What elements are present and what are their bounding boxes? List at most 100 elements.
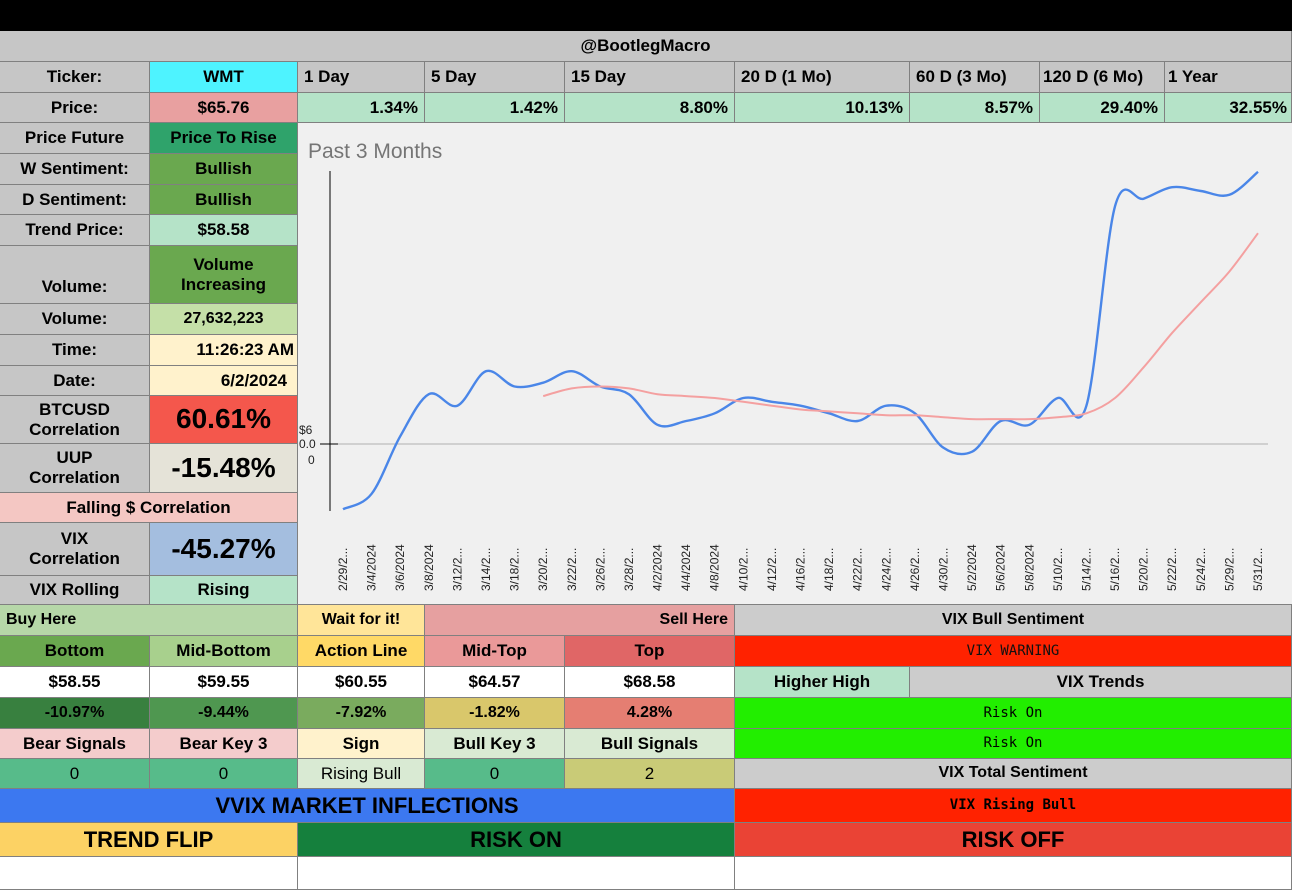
period-5-day: 5 Day <box>425 62 565 93</box>
time-value: 11:26:23 AM <box>150 335 298 366</box>
chart-title: Past 3 Months <box>308 140 442 163</box>
level-price-action-line: $60.55 <box>298 667 425 698</box>
vix-rolling-label: VIX Rolling <box>0 576 150 605</box>
x-tick-label: 4/18/2... <box>822 548 836 591</box>
vix-warning: VIX WARNING <box>735 636 1292 667</box>
x-tick-label: 3/18/2... <box>508 548 522 591</box>
btc-corr-value: 60.61% <box>150 396 298 444</box>
vix-corr-label: VIX Correlation <box>0 523 150 576</box>
risk-off-banner: RISK OFF <box>735 823 1292 857</box>
x-tick-label: 3/14/2... <box>479 548 493 591</box>
header-handle: @BootlegMacro <box>0 31 1292 62</box>
trend-flip: TREND FLIP <box>0 823 298 857</box>
y-tick-label-1: $6 <box>299 423 313 437</box>
date-label: Date: <box>0 366 150 396</box>
signal-value-sign: Rising Bull <box>298 759 425 789</box>
level-price-top: $68.58 <box>565 667 735 698</box>
x-tick-label: 3/6/2024 <box>393 544 407 591</box>
signal-header-bull-key-3: Bull Key 3 <box>425 729 565 759</box>
period-1-year: 1 Year <box>1165 62 1292 93</box>
risk-on-2: Risk On <box>735 729 1292 759</box>
period-15-day: 15 Day <box>565 62 735 93</box>
price-future-label: Price Future <box>0 123 150 154</box>
x-tick-label: 4/4/2024 <box>679 544 693 591</box>
x-tick-label: 5/8/2024 <box>1022 544 1036 591</box>
vvix-inflections-title: VVIX MARKET INFLECTIONS <box>0 789 735 823</box>
y-tick-label-3: 0 <box>308 453 315 467</box>
level-price-mid-bottom: $59.55 <box>150 667 298 698</box>
level-price-mid-top: $64.57 <box>425 667 565 698</box>
x-tick-label: 3/12/2... <box>450 548 464 591</box>
level-header-mid-bottom: Mid-Bottom <box>150 636 298 667</box>
return-15-day: 8.80% <box>565 93 735 123</box>
empty-cell-3 <box>735 857 1292 890</box>
signal-header-sign: Sign <box>298 729 425 759</box>
trend-series-line <box>542 232 1259 421</box>
return-20-day: 10.13% <box>735 93 910 123</box>
price-future-value: Price To Rise <box>150 123 298 154</box>
signal-value-bull-key-3: 0 <box>425 759 565 789</box>
period-60-day: 60 D (3 Mo) <box>910 62 1040 93</box>
price-value: $65.76 <box>150 93 298 123</box>
top-bar <box>0 0 1292 31</box>
empty-cell-2 <box>298 857 735 890</box>
return-120-day: 29.40% <box>1040 93 1165 123</box>
x-tick-label: 4/10/2... <box>736 548 750 591</box>
sell-here-label: Sell Here <box>425 605 735 636</box>
level-header-mid-top: Mid-Top <box>425 636 565 667</box>
signal-header-bull-signals: Bull Signals <box>565 729 735 759</box>
level-pct-mid-bottom: -9.44% <box>150 698 298 729</box>
uup-corr-label: UUP Correlation <box>0 444 150 493</box>
ticker-value[interactable]: WMT <box>150 62 298 93</box>
return-5-day: 1.42% <box>425 93 565 123</box>
vix-rolling-value: Rising <box>150 576 298 605</box>
falling-corr-label: Falling $ Correlation <box>0 493 298 523</box>
level-header-bottom: Bottom <box>0 636 150 667</box>
x-tick-label: 5/2/2024 <box>965 544 979 591</box>
return-60-day: 8.57% <box>910 93 1040 123</box>
volume-trend-value: Volume Increasing <box>150 246 298 304</box>
x-tick-label: 3/22/2... <box>565 548 579 591</box>
x-tick-label: 5/10/2... <box>1051 548 1065 591</box>
wait-label: Wait for it! <box>298 605 425 636</box>
signal-header-bear-signals: Bear Signals <box>0 729 150 759</box>
time-label: Time: <box>0 335 150 366</box>
period-1-day: 1 Day <box>298 62 425 93</box>
x-tick-label: 3/26/2... <box>593 548 607 591</box>
higher-high: Higher High <box>735 667 910 698</box>
uup-corr-value: -15.48% <box>150 444 298 493</box>
risk-on-1: Risk On <box>735 698 1292 729</box>
trend-price-value: $58.58 <box>150 215 298 246</box>
volume-label: Volume: <box>0 304 150 335</box>
period-120-day: 120 D (6 Mo) <box>1040 62 1165 93</box>
volume-trend-label: Volume: <box>0 246 150 304</box>
price-label: Price: <box>0 93 150 123</box>
level-pct-bottom: -10.97% <box>0 698 150 729</box>
x-tick-label: 5/14/2... <box>1079 548 1093 591</box>
risk-on-banner: RISK ON <box>298 823 735 857</box>
w-sentiment-value: Bullish <box>150 154 298 185</box>
d-sentiment-label: D Sentiment: <box>0 185 150 215</box>
date-value: 6/2/2024 <box>150 366 298 396</box>
period-20-day: 20 D (1 Mo) <box>735 62 910 93</box>
signal-value-bull-signals: 2 <box>565 759 735 789</box>
x-tick-label: 3/28/2... <box>622 548 636 591</box>
x-tick-label: 4/30/2... <box>936 548 950 591</box>
signal-header-bear-key-3: Bear Key 3 <box>150 729 298 759</box>
x-tick-label: 5/31/2... <box>1251 548 1265 591</box>
price-series-line <box>342 170 1259 511</box>
level-header-action-line: Action Line <box>298 636 425 667</box>
x-tick-label: 4/2/2024 <box>651 544 665 591</box>
level-pct-action-line: -7.92% <box>298 698 425 729</box>
trend-price-label: Trend Price: <box>0 215 150 246</box>
x-tick-label: 5/20/2... <box>1137 548 1151 591</box>
y-tick-label-2: 0.0 <box>299 437 316 451</box>
x-tick-label: 4/12/2... <box>765 548 779 591</box>
vix-bull-sentiment: VIX Bull Sentiment <box>735 605 1292 636</box>
x-tick-label: 3/20/2... <box>536 548 550 591</box>
vix-total-sentiment: VIX Total Sentiment <box>735 759 1292 789</box>
w-sentiment-label: W Sentiment: <box>0 154 150 185</box>
return-1-year: 32.55% <box>1165 93 1292 123</box>
empty-cell-1 <box>0 857 298 890</box>
x-tick-label: 4/8/2024 <box>708 544 722 591</box>
